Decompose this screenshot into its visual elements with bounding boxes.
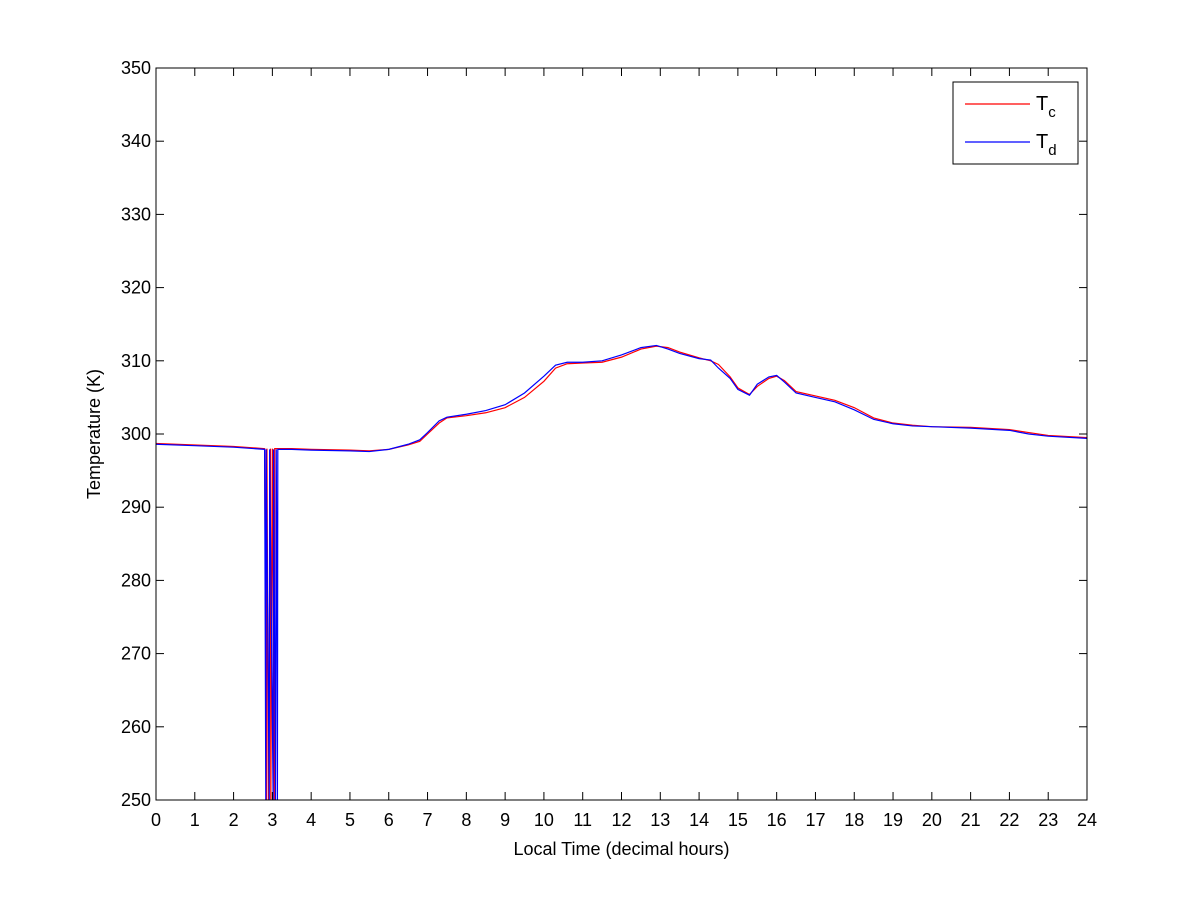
y-tick-label: 350 [121,58,151,78]
x-axis: 0 1 2 3 4 5 6 7 8 9 10 11 12 13 14 15 16 17 18 19 20 21 22 23 24 [151,68,1097,830]
y-tick-label: 330 [121,204,151,224]
y-tick-label: 300 [121,424,151,444]
x-tick-label: 0 [151,810,161,830]
x-tick-label: 7 [423,810,433,830]
x-tick-label: 24 [1077,810,1097,830]
y-axis: 250 260 270 280 290 300 310 320 330 340 350 [121,58,1087,810]
x-tick-label: 21 [961,810,981,830]
y-tick-label: 250 [121,790,151,810]
x-tick-label: 22 [999,810,1019,830]
legend-label-Tc: Tc [1036,93,1056,121]
x-tick-label: 8 [461,810,471,830]
series-layer [155,344,1088,801]
y-tick-label: 270 [121,644,151,664]
x-tick-label: 11 [573,810,592,830]
x-tick-label: 4 [306,810,316,830]
x-tick-label: 14 [689,810,709,830]
x-tick-label: 13 [650,810,670,830]
y-axis-label: Temperature (K) [84,369,104,499]
x-tick-label: 19 [883,810,903,830]
x-tick-label: 10 [534,810,554,830]
series-line-Td [155,344,1088,801]
x-axis-label: Local Time (decimal hours) [513,839,729,859]
x-tick-label: 5 [345,810,355,830]
y-tick-label: 320 [121,278,151,298]
y-tick-label: 340 [121,131,151,151]
series-line-Tc [155,345,1088,801]
x-tick-label: 3 [267,810,277,830]
y-tick-label: 290 [121,497,151,517]
x-tick-label: 12 [611,810,631,830]
x-tick-label: 20 [922,810,942,830]
x-tick-label: 15 [728,810,748,830]
x-tick-label: 9 [500,810,510,830]
x-tick-label: 1 [190,810,200,830]
y-tick-label: 280 [121,570,151,590]
x-tick-label: 6 [384,810,394,830]
y-tick-label: 310 [121,351,151,371]
x-tick-label: 2 [229,810,239,830]
y-tick-label: 260 [121,717,151,737]
plot-area [156,68,1087,800]
legend: Tc Td [952,81,1079,165]
x-tick-label: 18 [844,810,864,830]
legend-box [952,81,1079,165]
x-tick-label: 16 [767,810,787,830]
x-tick-label: 17 [805,810,825,830]
legend-label-Td: Td [1036,131,1057,159]
x-tick-label: 23 [1038,810,1058,830]
